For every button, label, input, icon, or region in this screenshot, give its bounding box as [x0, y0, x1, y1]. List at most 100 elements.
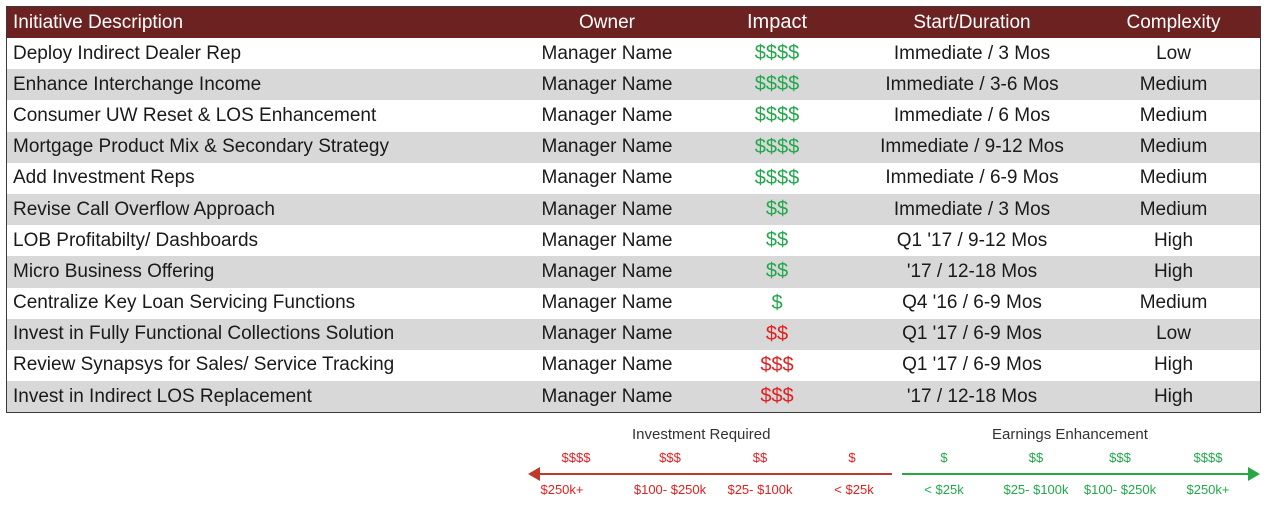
header-owner: Owner: [579, 11, 635, 33]
complexity: Medium: [1139, 104, 1208, 126]
owner: Manager Name: [541, 104, 673, 126]
investment-symbol: $$$: [659, 450, 681, 465]
impact: $$$$: [754, 73, 800, 96]
owner: Manager Name: [541, 260, 673, 282]
header-start-duration: Start/Duration: [913, 11, 1031, 33]
earnings-symbol: $: [940, 450, 948, 465]
complexity: High: [1153, 260, 1194, 282]
initiative-description: Enhance Interchange Income: [13, 73, 262, 95]
table-header: Initiative Description Owner Impact Star…: [7, 7, 1260, 38]
initiative-description: Mortgage Product Mix & Secondary Strateg…: [13, 136, 389, 158]
owner: Manager Name: [541, 385, 673, 407]
impact: $$: [765, 198, 789, 221]
table-row: Mortgage Product Mix & Secondary Strateg…: [7, 131, 1260, 163]
table-row: Consumer UW Reset & LOS Enhancement Mana…: [7, 100, 1260, 131]
header-complexity: Complexity: [1126, 11, 1221, 33]
table-row: Deploy Indirect Dealer Rep Manager Name …: [7, 38, 1260, 69]
table-row: Revise Call Overflow Approach Manager Na…: [7, 193, 1260, 226]
earnings-symbol: $$$: [1109, 450, 1131, 465]
arrow-left-icon: [528, 467, 892, 481]
table-row: Add Investment Reps Manager Name $$$$ Im…: [7, 163, 1260, 194]
impact: $$: [765, 260, 789, 283]
start-duration: Immediate / 6 Mos: [893, 104, 1051, 126]
start-duration: '17 / 12-18 Mos: [906, 385, 1038, 407]
start-duration: Immediate / 6-9 Mos: [885, 167, 1059, 189]
start-duration: Immediate / 3 Mos: [893, 42, 1051, 64]
owner: Manager Name: [541, 167, 673, 189]
impact: $$$$: [754, 166, 800, 189]
impact: $: [771, 291, 783, 314]
initiative-description: Invest in Fully Functional Collections S…: [13, 323, 395, 345]
impact: $$$: [760, 385, 794, 408]
complexity: Medium: [1139, 73, 1208, 95]
initiative-description: Centralize Key Loan Servicing Functions: [13, 292, 356, 314]
table-row: Micro Business Offering Manager Name $$ …: [7, 256, 1260, 288]
impact-legend: Investment Required Earnings Enhancement…: [528, 420, 1260, 520]
start-duration: Q1 '17 / 6-9 Mos: [902, 323, 1042, 345]
complexity: Medium: [1139, 136, 1208, 158]
earnings-range: $250k+: [1186, 482, 1230, 497]
owner: Manager Name: [541, 198, 673, 220]
investment-symbol: $$: [752, 450, 768, 465]
start-duration: Q4 '16 / 6-9 Mos: [902, 292, 1042, 314]
investment-symbol: $: [848, 450, 856, 465]
initiative-description: Consumer UW Reset & LOS Enhancement: [13, 104, 377, 126]
impact: $$$$: [754, 135, 800, 158]
impact: $$$$: [754, 104, 800, 127]
owner: Manager Name: [541, 136, 673, 158]
owner: Manager Name: [541, 354, 673, 376]
complexity: Medium: [1139, 167, 1208, 189]
earnings-symbol: $$$$: [1193, 450, 1223, 465]
complexity: Low: [1156, 42, 1191, 64]
arrow-right-icon: [902, 467, 1260, 481]
initiative-description: LOB Profitabilty/ Dashboards: [13, 229, 259, 251]
investment-required-title: Investment Required: [632, 426, 771, 443]
earnings-range: $100- $250k: [1083, 482, 1157, 497]
owner: Manager Name: [541, 229, 673, 251]
start-duration: Immediate / 9-12 Mos: [880, 136, 1064, 158]
start-duration: Q1 '17 / 6-9 Mos: [902, 354, 1042, 376]
table-row: Centralize Key Loan Servicing Functions …: [7, 288, 1260, 319]
earnings-range: < $25k: [924, 482, 964, 497]
impact: $$$: [760, 353, 794, 376]
owner: Manager Name: [541, 42, 673, 64]
initiative-description: Deploy Indirect Dealer Rep: [13, 42, 242, 64]
table-row: Enhance Interchange Income Manager Name …: [7, 69, 1260, 101]
initiative-description: Invest in Indirect LOS Replacement: [13, 385, 312, 407]
complexity: High: [1153, 385, 1194, 407]
investment-range: $25- $100k: [727, 482, 793, 497]
investment-range: $250k+: [540, 482, 584, 497]
owner: Manager Name: [541, 292, 673, 314]
table-row: LOB Profitabilty/ Dashboards Manager Nam…: [7, 225, 1260, 256]
investment-range: $100- $250k: [633, 482, 707, 497]
start-duration: '17 / 12-18 Mos: [906, 260, 1038, 282]
table-row: Invest in Indirect LOS Replacement Manag…: [7, 381, 1260, 413]
impact: $$: [765, 229, 789, 252]
complexity: Low: [1156, 323, 1191, 345]
impact: $$$$: [754, 42, 800, 65]
header-impact: Impact: [746, 11, 808, 33]
table-row: Review Synapsys for Sales/ Service Track…: [7, 350, 1260, 381]
earnings-enhancement-title: Earnings Enhancement: [992, 426, 1148, 443]
initiative-description: Revise Call Overflow Approach: [13, 198, 275, 220]
start-duration: Immediate / 3-6 Mos: [885, 73, 1059, 95]
initiative-description: Review Synapsys for Sales/ Service Track…: [13, 354, 395, 376]
owner: Manager Name: [541, 323, 673, 345]
table-row: Invest in Fully Functional Collections S…: [7, 318, 1260, 350]
header-initiative: Initiative Description: [13, 11, 184, 33]
earnings-symbol: $$: [1028, 450, 1044, 465]
complexity: High: [1153, 229, 1194, 251]
initiatives-table: Initiative Description Owner Impact Star…: [6, 6, 1261, 414]
complexity: High: [1153, 354, 1194, 376]
owner: Manager Name: [541, 73, 673, 95]
investment-range: < $25k: [834, 482, 874, 497]
initiative-description: Add Investment Reps: [13, 167, 195, 189]
investment-symbol: $$$$: [561, 450, 591, 465]
initiative-description: Micro Business Offering: [13, 260, 215, 282]
complexity: Medium: [1139, 198, 1208, 220]
complexity: Medium: [1139, 292, 1208, 314]
start-duration: Immediate / 3 Mos: [893, 198, 1051, 220]
earnings-range: $25- $100k: [1003, 482, 1069, 497]
impact: $$: [765, 322, 789, 345]
start-duration: Q1 '17 / 9-12 Mos: [896, 229, 1048, 251]
